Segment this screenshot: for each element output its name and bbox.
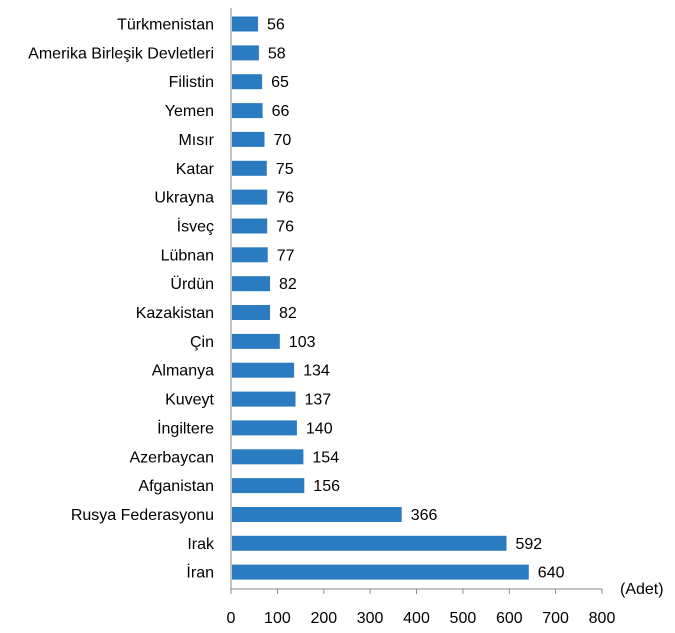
value-label: 70 xyxy=(274,132,292,149)
value-label: 156 xyxy=(313,478,340,495)
category-label: Afganistan xyxy=(138,478,214,495)
value-label: 103 xyxy=(289,334,316,351)
bar xyxy=(232,362,295,378)
category-label: İngiltere xyxy=(157,418,214,437)
category-label: Rusya Federasyonu xyxy=(71,507,214,524)
x-tick-label: 500 xyxy=(450,610,477,627)
bar xyxy=(232,131,265,147)
bar xyxy=(232,535,507,551)
x-tick-label: 200 xyxy=(310,610,337,627)
category-label: Türkmenistan xyxy=(117,17,214,34)
category-label: Çin xyxy=(190,334,214,351)
value-label: 640 xyxy=(538,565,565,582)
bar xyxy=(232,16,258,32)
bar xyxy=(232,103,263,119)
category-label: Irak xyxy=(187,536,215,553)
x-axis-ticks: 0 100 200 300 400 500 600 700 800 xyxy=(227,589,616,627)
bar xyxy=(232,247,268,263)
bar xyxy=(232,478,305,494)
category-label: Kuveyt xyxy=(165,392,214,409)
x-tick-label: 800 xyxy=(589,610,616,627)
category-label: İsveç xyxy=(177,217,214,236)
value-label: 366 xyxy=(411,507,438,524)
value-label: 592 xyxy=(516,536,543,553)
category-label: İran xyxy=(186,563,214,582)
value-label: 76 xyxy=(276,190,294,207)
x-tick-label: 700 xyxy=(542,610,569,627)
x-tick-label: 100 xyxy=(264,610,291,627)
bars-group xyxy=(232,16,529,580)
category-label: Ukrayna xyxy=(154,190,214,207)
value-label: 140 xyxy=(306,420,333,437)
value-label: 134 xyxy=(303,363,330,380)
x-tick-label: 300 xyxy=(357,610,384,627)
bar xyxy=(232,420,297,436)
bar xyxy=(232,391,296,407)
bar xyxy=(232,276,270,292)
category-label: Kazakistan xyxy=(136,305,214,322)
value-label: 82 xyxy=(279,276,297,293)
category-label: Mısır xyxy=(178,132,214,149)
category-label: Amerika Birleşik Devletleri xyxy=(28,45,214,62)
value-label: 82 xyxy=(279,305,297,322)
value-label: 137 xyxy=(305,392,332,409)
bar xyxy=(232,507,402,522)
bar xyxy=(232,189,268,205)
value-label: 154 xyxy=(312,449,339,466)
value-label: 58 xyxy=(268,45,286,62)
x-tick-label: 0 xyxy=(227,610,236,627)
category-label: Ürdün xyxy=(170,275,214,293)
category-label: Azerbaycan xyxy=(130,449,215,466)
bar xyxy=(232,45,259,61)
value-label: 66 xyxy=(272,103,290,120)
value-label: 75 xyxy=(276,161,294,178)
bar xyxy=(232,74,263,90)
category-label: Almanya xyxy=(152,363,214,380)
value-label: 65 xyxy=(271,74,289,91)
value-labels: 56 58 65 66 70 75 76 76 77 82 82 103 134 137 140 154 156… xyxy=(267,17,565,582)
bar xyxy=(232,218,268,234)
category-labels: Türkmenistan Amerika Birleşik Devletleri F… xyxy=(28,17,215,582)
bar xyxy=(232,449,304,465)
category-label: Katar xyxy=(176,161,215,178)
bar xyxy=(232,305,270,320)
value-label: 76 xyxy=(276,219,294,236)
category-label: Lübnan xyxy=(161,247,214,264)
category-label: Yemen xyxy=(165,103,214,120)
bar xyxy=(232,160,267,176)
bar xyxy=(232,564,529,580)
x-tick-label: 400 xyxy=(403,610,430,627)
bar xyxy=(232,333,280,349)
category-label: Filistin xyxy=(169,74,214,91)
value-label: 77 xyxy=(277,247,295,264)
x-tick-label: 600 xyxy=(496,610,523,627)
value-label: 56 xyxy=(267,17,285,34)
unit-label: (Adet) xyxy=(620,581,664,598)
